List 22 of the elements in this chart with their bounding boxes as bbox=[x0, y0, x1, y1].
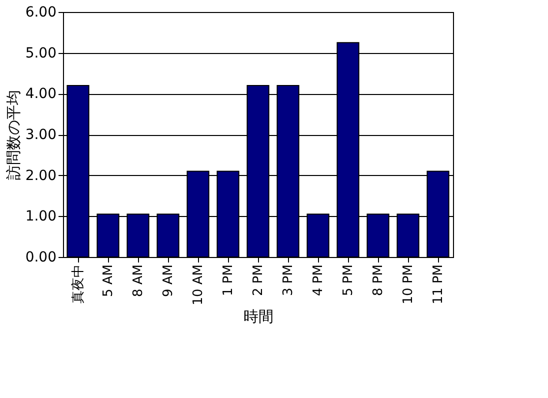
y-tick-label: 4.00 bbox=[25, 86, 56, 102]
y-tick-label: 3.00 bbox=[25, 127, 56, 143]
x-tick-label: 11 PM bbox=[431, 264, 446, 304]
y-tick-label: 2.00 bbox=[25, 168, 56, 184]
x-tick-label: 4 PM bbox=[311, 264, 326, 296]
x-tick-label: 3 PM bbox=[281, 264, 296, 296]
y-tick-label: 6.00 bbox=[25, 4, 56, 20]
x-tick-label: 9 AM bbox=[161, 264, 176, 298]
y-tick-label: 0.00 bbox=[25, 250, 56, 266]
x-tick-label: 8 PM bbox=[371, 264, 386, 296]
x-tick-label: 10 AM bbox=[191, 264, 206, 306]
x-tick-label: 5 AM bbox=[101, 264, 116, 298]
y-axis-title: 訪問数の平均 bbox=[4, 90, 22, 180]
x-tick-label: 10 PM bbox=[401, 264, 416, 304]
x-tick-label: 2 PM bbox=[251, 264, 266, 296]
y-tick-label: 1.00 bbox=[25, 208, 56, 225]
x-tick-label: 8 AM bbox=[131, 264, 146, 298]
x-tick-label: 1 PM bbox=[221, 264, 236, 296]
x-axis-title: 時間 bbox=[244, 307, 274, 326]
x-tick-label: 真夜中 bbox=[70, 264, 86, 304]
x-tick-label: 5 PM bbox=[341, 264, 356, 296]
y-tick-label: 5.00 bbox=[25, 45, 56, 62]
